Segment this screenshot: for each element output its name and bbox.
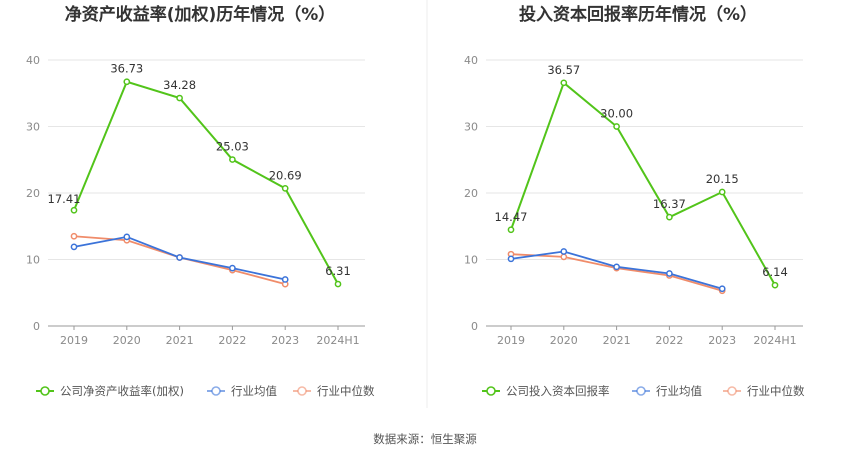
legend-item-1: 公司净资产收益率(加权) — [36, 384, 184, 398]
data-point — [718, 188, 726, 196]
x-tick-label: 2020 — [550, 334, 578, 347]
legend-label: 公司投入资本回报率 — [506, 384, 610, 398]
x-tick-label: 2020 — [113, 334, 141, 347]
x-tick-label: 2021 — [166, 334, 194, 347]
x-tick-label: 2024H1 — [753, 334, 796, 347]
data-label: 6.31 — [325, 264, 351, 278]
data-point — [613, 263, 620, 271]
legend-item-2: 行业均值 — [207, 384, 277, 398]
data-point — [507, 255, 515, 263]
data-label: 30.00 — [600, 107, 633, 121]
y-tick-label: 20 — [464, 187, 478, 200]
chart-title: 投入资本回报率历年情况（%） — [519, 4, 757, 25]
y-tick-label: 40 — [464, 54, 478, 67]
data-label: 25.03 — [216, 140, 249, 154]
data-point — [718, 285, 726, 293]
y-tick-label: 40 — [26, 54, 40, 67]
data-point — [560, 253, 568, 261]
data-label: 20.15 — [706, 172, 739, 186]
y-tick-label: 30 — [26, 121, 40, 134]
x-tick-label: 2022 — [655, 334, 683, 347]
x-tick-label: 2019 — [60, 334, 88, 347]
data-label: 36.57 — [547, 63, 580, 77]
data-point — [70, 206, 78, 214]
data-label: 36.73 — [110, 62, 143, 76]
y-tick-label: 10 — [26, 254, 40, 267]
legend-marker — [727, 386, 737, 396]
data-label: 16.37 — [653, 197, 686, 211]
legend-marker — [486, 386, 496, 396]
data-point — [666, 270, 673, 277]
data-point — [334, 280, 342, 288]
chart-panel-1: 净资产收益率(加权)历年情况（%） 0 10 20 30 40 2019 2020 2021 20… — [26, 4, 375, 398]
data-label: 17.41 — [48, 192, 81, 206]
legend-item-3: 行业中位数 — [293, 384, 375, 398]
legend-marker — [211, 386, 221, 396]
data-point — [70, 232, 78, 240]
data-point — [771, 281, 779, 289]
legend-marker — [297, 386, 307, 396]
y-tick-label: 0 — [33, 320, 40, 333]
data-label: 6.14 — [762, 265, 788, 279]
y-tick-label: 10 — [464, 254, 478, 267]
legend-label: 行业均值 — [231, 384, 277, 398]
data-point — [281, 185, 289, 192]
data-point — [507, 226, 515, 234]
series-line-1 — [510, 81, 776, 286]
legend-label: 公司净资产收益率(加权) — [60, 384, 184, 398]
data-point — [613, 123, 620, 130]
data-point — [229, 156, 236, 163]
data-point — [70, 243, 78, 251]
legend-marker — [40, 386, 50, 396]
data-label: 14.47 — [495, 210, 528, 224]
x-tick-label: 2023 — [271, 334, 299, 347]
x-tick-label: 2019 — [497, 334, 525, 347]
chart-title: 净资产收益率(加权)历年情况（%） — [65, 4, 336, 25]
y-tick-label: 0 — [471, 320, 478, 333]
legend-label: 行业中位数 — [747, 384, 805, 398]
chart-panel-2: 投入资本回报率历年情况（%） 0 10 20 30 40 2019 2020 2021 2022 2… — [464, 4, 805, 398]
x-tick-label: 2021 — [603, 334, 631, 347]
legend-marker — [636, 386, 646, 396]
data-label: 34.28 — [163, 78, 196, 92]
data-point — [176, 94, 183, 102]
legend-item-3: 行业中位数 — [723, 384, 805, 398]
data-point — [560, 248, 568, 255]
x-tick-label: 2024H1 — [316, 334, 359, 347]
data-point — [123, 78, 131, 86]
y-tick-label: 30 — [464, 121, 478, 134]
legend-label: 行业中位数 — [317, 384, 375, 398]
source-note: 数据来源：恒生聚源 — [373, 432, 477, 446]
legend-label: 行业均值 — [656, 384, 702, 398]
series-line-1 — [73, 80, 339, 285]
legend-item-2: 行业均值 — [632, 384, 702, 398]
legend-item-1: 公司投入资本回报率 — [482, 384, 610, 398]
data-point — [176, 254, 183, 261]
y-tick-label: 20 — [26, 187, 40, 200]
data-point — [123, 233, 131, 241]
x-tick-label: 2023 — [708, 334, 736, 347]
data-point — [281, 276, 289, 283]
x-tick-label: 2022 — [218, 334, 246, 347]
data-point — [560, 79, 568, 87]
data-point — [666, 213, 673, 221]
data-point — [229, 264, 236, 272]
data-label: 20.69 — [269, 168, 302, 182]
